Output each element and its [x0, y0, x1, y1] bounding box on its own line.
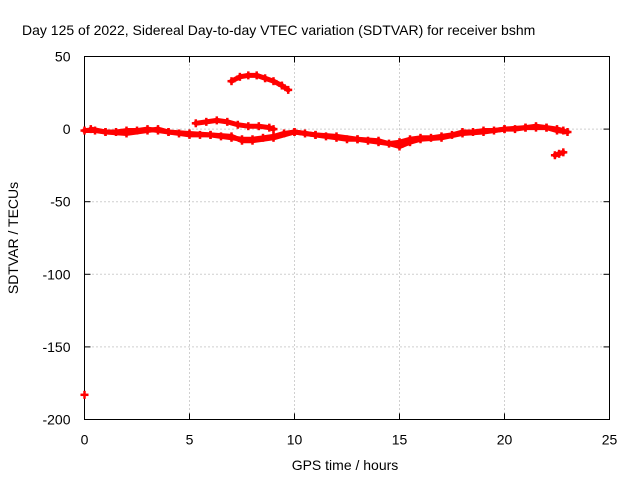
- x-tick-label: 15: [392, 432, 408, 448]
- y-tick-label: 0: [63, 121, 71, 137]
- x-tick-label: 20: [497, 432, 513, 448]
- y-tick-label: -150: [42, 339, 70, 355]
- y-axis-label: SDTVAR / TECUs: [5, 182, 21, 294]
- axis-ticks: 0 5 10 15 20 25 -200 -150 -100 -50 0 50: [42, 49, 617, 448]
- x-axis-label: GPS time / hours: [292, 457, 399, 473]
- x-tick-label: 0: [81, 432, 89, 448]
- data-point: [269, 125, 278, 134]
- x-tick-label: 25: [602, 432, 618, 448]
- data-point: [563, 128, 572, 137]
- y-tick-label: 50: [55, 49, 71, 65]
- data-point: [559, 148, 568, 157]
- data-point: [80, 390, 89, 399]
- chart-title: Day 125 of 2022, Sidereal Day-to-day VTE…: [22, 22, 535, 38]
- y-tick-label: -200: [42, 412, 70, 428]
- y-tick-label: -50: [50, 194, 70, 210]
- x-tick-label: 10: [287, 432, 303, 448]
- plot-area-border: [84, 56, 610, 420]
- grid-lines: [84, 56, 610, 420]
- x-tick-label: 5: [186, 432, 194, 448]
- data-point: [284, 85, 293, 94]
- data-points: [80, 71, 572, 399]
- y-tick-label: -100: [42, 266, 70, 282]
